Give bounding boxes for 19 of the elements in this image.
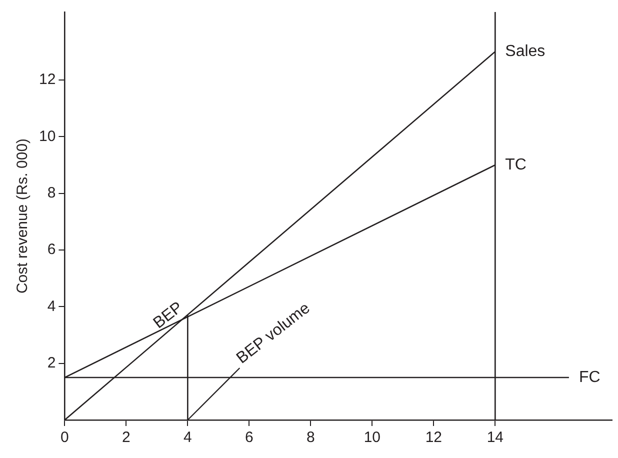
y-tick-label: 8 (47, 184, 56, 202)
series-label: Sales (505, 43, 546, 60)
y-tick-label: 4 (47, 298, 56, 315)
y-tick-label: 12 (38, 71, 56, 88)
y-tick-label: 10 (38, 128, 56, 145)
annotation: BEP (150, 298, 186, 332)
x-tick-label: 14 (486, 429, 504, 446)
y-tick-label: 2 (47, 354, 56, 372)
x-tick-label: 10 (364, 429, 381, 446)
y-axis-title: Cost revenue (Rs. 000) (14, 138, 32, 294)
y-tick-label: 6 (47, 241, 56, 258)
x-tick-label: 6 (245, 429, 254, 446)
x-tick-label: 0 (60, 429, 69, 446)
x-tick-label: 8 (306, 429, 315, 446)
x-tick-label: 4 (184, 429, 192, 446)
series-label: FC (578, 368, 600, 386)
x-tick-label: 12 (425, 429, 442, 446)
series-label: TC (505, 156, 526, 174)
x-tick-label: 2 (122, 429, 130, 446)
